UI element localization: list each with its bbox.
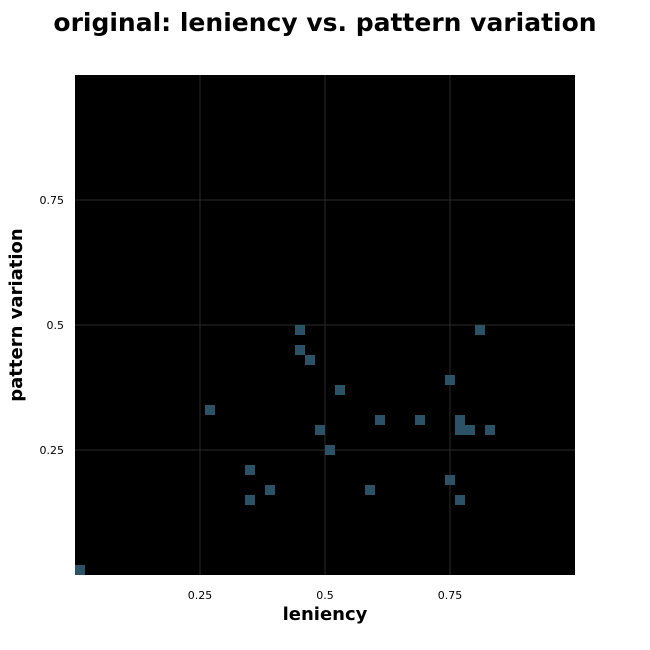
data-point bbox=[415, 415, 425, 425]
x-tick-label: 0.5 bbox=[316, 589, 334, 602]
y-tick-label: 0.75 bbox=[40, 194, 65, 207]
y-axis-ticks: 0.25 0.5 0.75 bbox=[40, 194, 65, 457]
x-axis-title: leniency bbox=[283, 604, 368, 625]
y-tick-label: 0.5 bbox=[47, 319, 65, 332]
data-point bbox=[475, 325, 485, 335]
x-tick-label: 0.25 bbox=[188, 589, 213, 602]
data-point bbox=[205, 405, 215, 415]
data-point bbox=[245, 495, 255, 505]
data-points bbox=[75, 325, 495, 575]
data-point bbox=[305, 355, 315, 365]
data-point bbox=[245, 465, 255, 475]
data-point bbox=[445, 375, 455, 385]
data-point bbox=[445, 475, 455, 485]
data-point bbox=[295, 345, 305, 355]
y-tick-label: 0.25 bbox=[40, 444, 65, 457]
data-point bbox=[315, 425, 325, 435]
data-point bbox=[375, 415, 385, 425]
data-point bbox=[455, 425, 465, 435]
data-point bbox=[455, 495, 465, 505]
data-point bbox=[75, 565, 85, 575]
x-axis-ticks: 0.25 0.5 0.75 bbox=[188, 589, 463, 602]
x-tick-label: 0.75 bbox=[438, 589, 463, 602]
grid-lines bbox=[75, 75, 575, 575]
data-point bbox=[295, 325, 305, 335]
data-point bbox=[465, 425, 475, 435]
data-point bbox=[335, 385, 345, 395]
data-point bbox=[365, 485, 375, 495]
data-point bbox=[485, 425, 495, 435]
data-point bbox=[455, 415, 465, 425]
data-point bbox=[265, 485, 275, 495]
y-axis-title: pattern variation bbox=[6, 228, 27, 401]
data-point bbox=[325, 445, 335, 455]
chart-title: original: leniency vs. pattern variation bbox=[53, 8, 597, 37]
